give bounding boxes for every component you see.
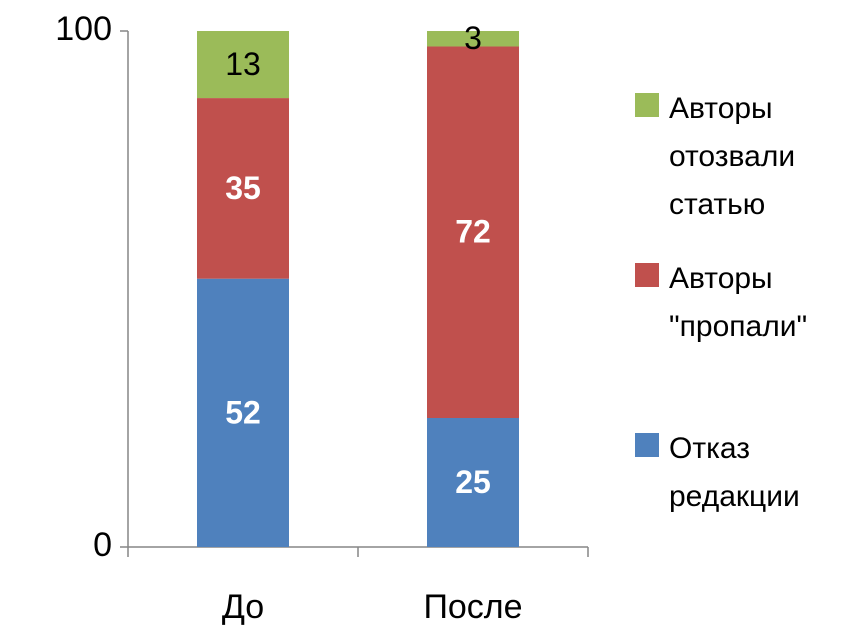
- legend-item: Авторы отозвали статью: [635, 85, 841, 229]
- x-tick-label: После: [423, 588, 522, 626]
- legend-item: Отказ редакции: [635, 425, 841, 521]
- legend-swatch: [635, 93, 659, 117]
- legend-label: Авторы отозвали статью: [669, 92, 796, 221]
- data-label: 3: [464, 20, 482, 56]
- bar-segment: [427, 46, 519, 418]
- bar-segment: [197, 98, 289, 279]
- data-label: 72: [455, 214, 491, 250]
- data-label: 35: [225, 170, 261, 206]
- bar-segment: [427, 418, 519, 547]
- data-label: 13: [225, 46, 261, 82]
- legend-item: Авторы "пропали": [635, 255, 841, 351]
- bar-segment: [427, 31, 519, 47]
- bar-segment: [197, 278, 289, 547]
- x-tick-label: До: [222, 588, 264, 626]
- data-label: 52: [225, 394, 261, 430]
- y-tick-label: 100: [55, 10, 112, 48]
- legend-swatch: [635, 263, 659, 287]
- legend-label: Авторы "пропали": [669, 262, 808, 343]
- data-label: 25: [455, 464, 491, 500]
- legend-swatch: [635, 433, 659, 457]
- y-tick-label: 0: [93, 526, 112, 564]
- bar-segment: [197, 31, 289, 99]
- legend-label: Отказ редакции: [669, 432, 800, 513]
